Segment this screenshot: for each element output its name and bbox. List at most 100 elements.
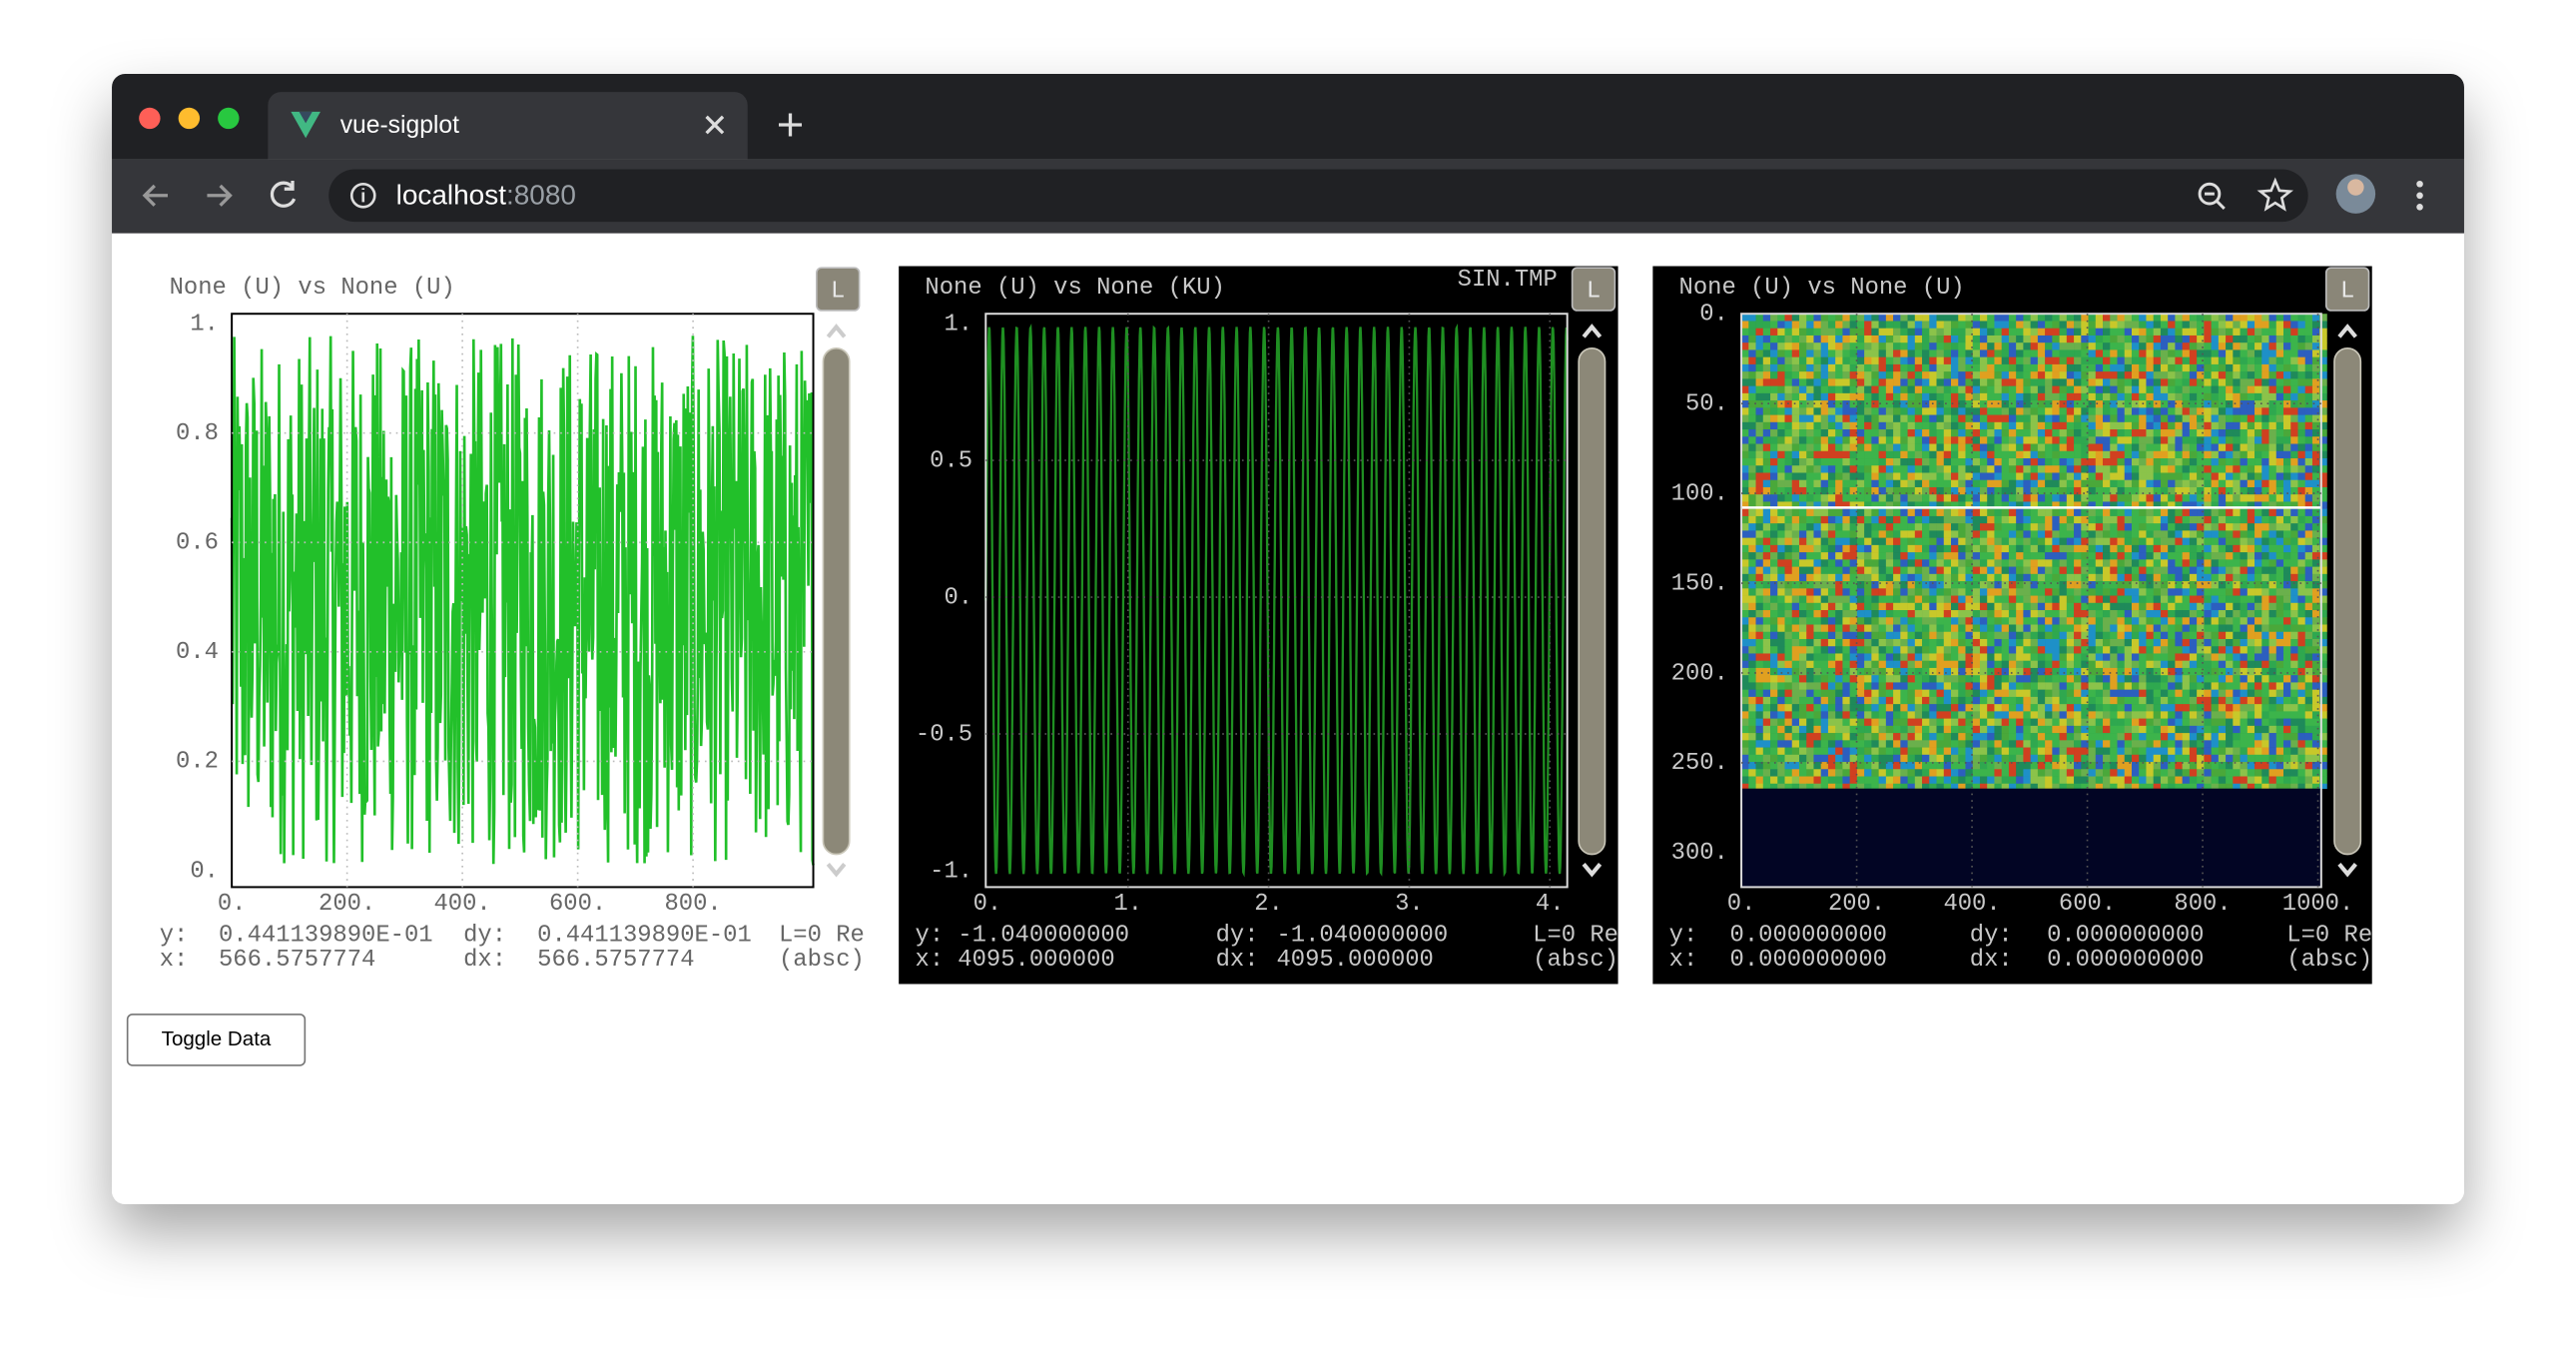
tab-close[interactable] (705, 115, 725, 135)
raster-cell (2160, 552, 2169, 560)
scroll-up[interactable] (826, 324, 847, 338)
raster-cell (2311, 472, 2320, 481)
zoom-icon[interactable] (2198, 182, 2226, 210)
raster-cell (2081, 450, 2089, 459)
raster-cell (1777, 638, 1785, 647)
raster-cell (2211, 443, 2220, 452)
bookmark-star[interactable] (2256, 177, 2293, 212)
maximize-window[interactable] (218, 107, 240, 130)
raster-cell (2124, 595, 2133, 604)
menu-button[interactable] (2416, 180, 2423, 211)
raster-cell (2074, 552, 2082, 560)
raster-cell (2117, 711, 2126, 719)
raster-cell (2175, 371, 2183, 379)
raster-cell (2066, 450, 2075, 459)
layer-button[interactable] (816, 267, 861, 312)
raster-cell (2030, 581, 2039, 589)
scroll-down[interactable] (1582, 863, 1603, 878)
address-bar[interactable] (328, 169, 2308, 223)
raster-cell (2182, 653, 2191, 662)
raster-cell (1972, 653, 1981, 662)
raster-cell (2261, 667, 2269, 676)
raster-cell (2146, 414, 2155, 423)
raster-cell (1965, 682, 1974, 690)
raster-cell (2052, 646, 2060, 654)
minimize-window[interactable] (178, 107, 201, 130)
raster-cell (1806, 486, 1814, 495)
raster-cell (2103, 725, 2111, 734)
raster-cell (1943, 573, 1952, 582)
raster-cell (2088, 696, 2097, 705)
active-tab[interactable] (268, 92, 748, 160)
raster-cell (2189, 559, 2198, 567)
raster-cell (1987, 617, 1995, 625)
raster-cell (1893, 740, 1901, 748)
raster-cell (2233, 617, 2241, 625)
raster-cell (2304, 465, 2313, 473)
raster-cell (2247, 363, 2255, 372)
raster-cell (1842, 733, 1850, 741)
raster-cell (1979, 321, 1988, 330)
raster-cell (1885, 675, 1894, 683)
raster-cell (1856, 725, 1865, 734)
raster-cell (1791, 747, 1800, 756)
raster-cell (1900, 624, 1908, 633)
scroll-down[interactable] (826, 863, 847, 878)
raster-cell (2233, 682, 2241, 690)
raster-cell (2168, 349, 2176, 357)
raster-cell (1994, 523, 2003, 531)
raster-cell (2275, 523, 2284, 531)
raster-cell (1784, 508, 1793, 517)
raster-cell (2131, 494, 2140, 502)
raster-cell (1900, 443, 1908, 452)
raster-cell (2233, 602, 2241, 611)
raster-cell (1835, 356, 1843, 365)
raster-cell (2008, 436, 2017, 444)
raster-cell (2254, 689, 2262, 698)
raster-cell (2197, 624, 2205, 633)
raster-cell (2131, 711, 2140, 719)
raster-cell (2139, 566, 2147, 575)
raster-cell (1827, 711, 1836, 719)
close-window[interactable] (139, 107, 161, 130)
raster-cell (2110, 363, 2118, 372)
raster-cell (2016, 588, 2024, 596)
raster-cell (2319, 530, 2327, 538)
raster-cell (2153, 559, 2162, 567)
raster-cell (2139, 314, 2147, 322)
raster-cell (1994, 704, 2003, 712)
forward-button[interactable] (207, 184, 233, 207)
scroll-up[interactable] (1582, 324, 1603, 338)
raster-cell (2175, 595, 2183, 604)
new-tab[interactable] (778, 113, 803, 137)
raster-cell (2247, 321, 2255, 330)
raster-cell (2268, 667, 2277, 676)
raster-cell (2290, 335, 2298, 343)
raster-cell (1813, 508, 1822, 517)
raster-cell (2240, 631, 2249, 640)
raster-cell (2197, 610, 2205, 618)
raster-cell (1748, 588, 1756, 596)
back-button[interactable] (142, 184, 168, 207)
raster-cell (2247, 436, 2255, 444)
raster-cell (2197, 523, 2205, 531)
raster-cell (2131, 573, 2140, 582)
raster-cell (2153, 544, 2162, 553)
raster-cell (2189, 314, 2198, 322)
layer-button[interactable] (1571, 267, 1616, 312)
raster-cell (2124, 508, 2133, 517)
raster-cell (1922, 349, 1930, 357)
raster-cell (1784, 349, 1793, 357)
raster-cell (2074, 573, 2082, 582)
site-info[interactable] (349, 182, 376, 209)
reload-button[interactable] (270, 180, 297, 208)
raster-cell (1864, 335, 1872, 343)
raster-cell (1827, 479, 1836, 488)
raster-cell (1777, 321, 1785, 330)
raster-cell (1791, 472, 1800, 481)
raster-cell (2304, 515, 2313, 524)
raster-cell (2110, 711, 2118, 719)
raster-cell (1762, 385, 1771, 394)
raster-cell (2153, 508, 2162, 517)
raster-cell (2131, 544, 2140, 553)
